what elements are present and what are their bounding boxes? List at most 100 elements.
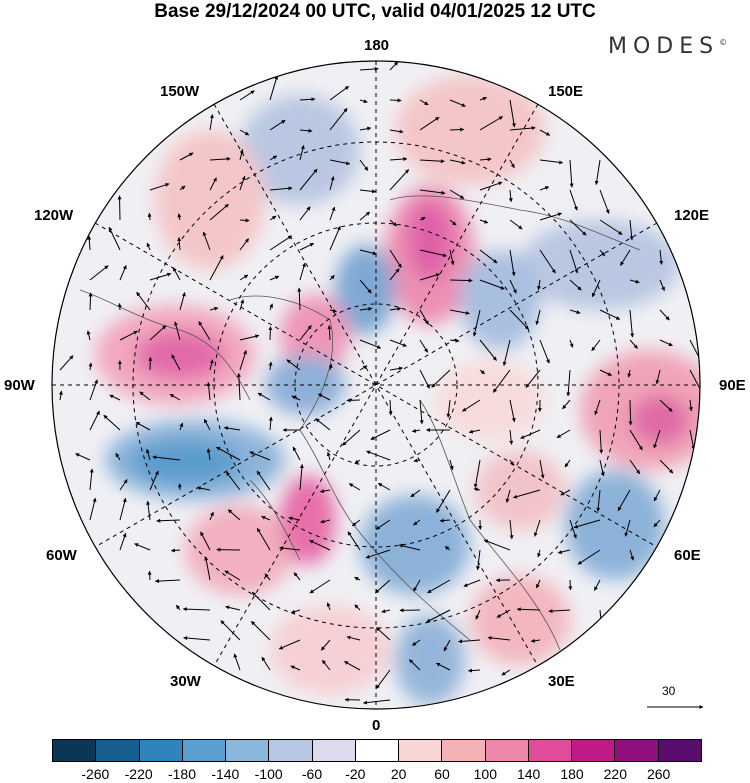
colorbar-swatch (658, 740, 701, 761)
wind-vector (569, 519, 577, 539)
wind-vector (86, 330, 91, 341)
modes-logo: MODES© (608, 34, 727, 59)
wind-vector (297, 287, 302, 311)
wind-vector (354, 604, 361, 611)
wind-vector (562, 399, 571, 410)
wind-vector (117, 303, 122, 311)
wind-vector (539, 159, 564, 165)
colorbar-swatch (485, 740, 529, 761)
wind-vector (389, 366, 403, 371)
wind-vector (628, 399, 633, 426)
wind-vector (269, 303, 273, 311)
wind-vector (109, 394, 121, 401)
wind-vector (653, 429, 661, 449)
wind-vector (299, 145, 305, 161)
reference-vector-value: 30 (662, 684, 676, 698)
wind-vector (209, 156, 231, 161)
wind-vector (483, 539, 511, 551)
colorbar-tick-label: 260 (646, 766, 671, 782)
wind-vector (629, 459, 641, 475)
lon-label-150e: 150E (548, 83, 584, 100)
wind-vector (479, 116, 504, 131)
wind-vector (375, 519, 391, 530)
wind-vector (170, 548, 181, 553)
colorbar-tick-label: 180 (560, 766, 584, 782)
wind-vector (419, 216, 426, 221)
wind-vector (449, 99, 466, 107)
wind-vector (412, 639, 421, 646)
wind-vector (209, 255, 224, 281)
colorbar-swatch (226, 740, 270, 761)
wind-vector (599, 189, 610, 214)
wind-vector (591, 279, 601, 298)
wind-vector (389, 339, 407, 347)
wind-vector (209, 511, 214, 521)
wind-vector (509, 126, 536, 131)
wind-vector (389, 157, 408, 162)
anomaly-blob (280, 295, 350, 375)
wind-vector (533, 519, 541, 537)
wind-vector (509, 159, 515, 169)
wind-vector (269, 215, 277, 221)
wind-vector (419, 249, 447, 258)
wind-vector (502, 339, 511, 366)
wind-vector (329, 206, 336, 221)
wind-vector (419, 339, 429, 353)
wind-vector (115, 452, 121, 461)
wind-vector (624, 519, 631, 537)
wind-vector (419, 116, 440, 131)
wind-vector (149, 272, 172, 281)
wind-vector (449, 159, 466, 165)
wind-vector (398, 543, 421, 551)
anomaly-blob (460, 250, 540, 350)
wind-vector (444, 545, 451, 551)
wind-vector (374, 579, 391, 594)
map-title: Base 29/12/2024 00 UTC, valid 04/01/2025… (154, 1, 596, 22)
wind-vector (627, 369, 632, 378)
wind-vector (233, 653, 241, 671)
wind-vector (87, 235, 92, 251)
wind-vector (409, 659, 421, 671)
wind-vector (594, 399, 601, 416)
wind-vector (472, 309, 481, 337)
wind-vector (269, 235, 293, 251)
wind-vector (279, 546, 301, 551)
colorbar-tick-label: -180 (167, 766, 197, 782)
wind-vector (381, 609, 391, 614)
colorbar (52, 739, 702, 762)
anomaly-blob (135, 330, 225, 380)
wind-vector (156, 518, 181, 523)
wind-vector (564, 459, 571, 468)
lon-label-60e: 60E (674, 547, 701, 564)
wind-vector (569, 309, 581, 314)
wind-vector (516, 607, 541, 612)
colorbar-swatch (96, 740, 140, 761)
colorbar-swatch (442, 740, 486, 761)
wind-vector (479, 181, 503, 191)
wind-vector (224, 570, 241, 581)
wind-vector (629, 279, 640, 284)
wind-vector (479, 96, 487, 101)
wind-vector (261, 515, 271, 521)
wind-vector (209, 114, 214, 131)
wind-vector (149, 183, 170, 191)
wind-vector (591, 339, 601, 352)
wind-vector (286, 359, 301, 371)
wind-vector (220, 620, 241, 641)
wind-vector (659, 279, 665, 292)
wind-vector (569, 159, 574, 188)
wind-vector (513, 489, 541, 499)
wind-vector (239, 218, 250, 223)
wind-vector (177, 213, 182, 221)
wind-vector (689, 369, 700, 395)
wind-vector (449, 338, 460, 343)
colorbar-swatch (615, 740, 659, 761)
wind-vector (539, 459, 545, 479)
wind-vector (569, 219, 587, 236)
anomaly-blob (475, 450, 565, 530)
anomaly-blob (240, 95, 360, 205)
wind-vector (239, 350, 247, 371)
wind-vector (155, 579, 181, 584)
wind-vector (250, 620, 271, 641)
wind-vector (557, 549, 571, 554)
